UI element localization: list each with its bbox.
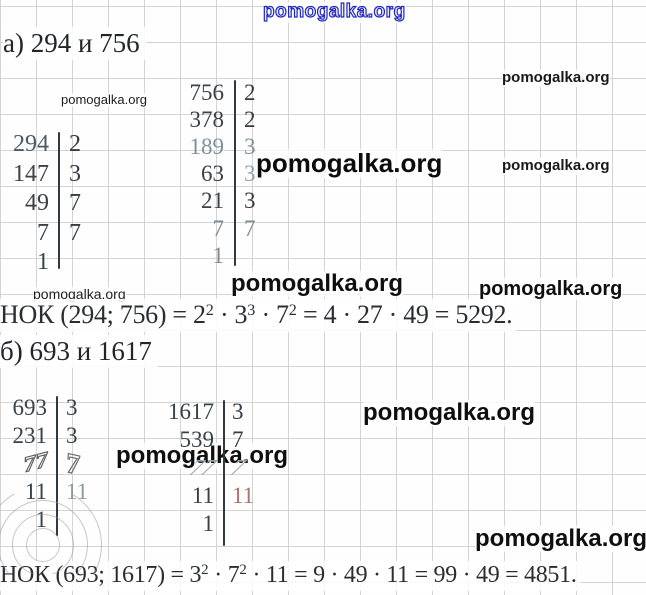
dividend-value: 49 (25, 190, 49, 217)
factorization-table-1617: 1617 3 539 7 77 7 11 11 1 (165, 398, 254, 546)
watermark-text: pomogalka.org (502, 69, 610, 87)
watermark-text: pomogalka.org (116, 442, 289, 470)
dividend-value: 756 (189, 79, 225, 105)
division-bar (56, 396, 59, 536)
table-row: 231 3 (5, 422, 88, 450)
watermark-text: pomogalka.org (502, 157, 610, 175)
table-row: 693 3 (5, 394, 88, 422)
prime-factor-value: 3 (66, 423, 78, 448)
prime-factor-value: 3 (66, 395, 78, 420)
exponent: 3 (247, 302, 256, 319)
watermark-text: pomogalka.org (479, 278, 623, 300)
watermark-text: pomogalka.org (262, 1, 406, 23)
dividend-value: 1 (37, 249, 49, 276)
prime-factor-value: 3 (244, 133, 256, 159)
table-row: 378 2 (177, 106, 256, 133)
exponent: 2 (288, 302, 297, 319)
factorization-table-756: 756 2 378 2 189 3 63 3 21 3 7 7 1 (177, 79, 256, 269)
dividend-value: 7 (37, 219, 49, 246)
section-b-heading: б) 693 и 1617 (0, 335, 158, 368)
prime-factor-value: 2 (69, 131, 81, 158)
prime-factor-value: 3 (69, 160, 81, 187)
prime-factor-value: 7 (69, 219, 81, 246)
division-bar (58, 132, 61, 269)
division-bar (223, 400, 226, 546)
table-row: 77 7 (5, 446, 88, 482)
factorization-table-294: 294 2 147 3 49 7 7 7 1 (8, 130, 81, 278)
watermark-text: pomogalka.org (475, 525, 646, 553)
prime-factor-value: 7 (69, 190, 81, 217)
table-row: 1 (5, 506, 88, 534)
dividend-value: 1 (212, 242, 225, 268)
dividend-value: 693 (12, 395, 48, 420)
table-row: 294 2 (8, 130, 81, 160)
equation-text: · 7 (255, 300, 289, 329)
watermark-text: pomogalka.org (363, 399, 536, 427)
equation-text: = 4 · 27 · 49 = 5292. (296, 300, 513, 329)
dividend-value: 7 (212, 215, 225, 241)
exponent: 2 (201, 562, 209, 578)
equation-text: · 3 (213, 300, 248, 329)
dividend-value: 189 (189, 133, 225, 159)
exponent: 2 (205, 302, 214, 319)
equation-text: · 7 (208, 562, 240, 588)
dividend-value: 231 (12, 423, 48, 448)
dividend-value: 11 (191, 483, 214, 508)
table-row: 756 2 (177, 79, 256, 106)
watermark-text: pomogalka.org (256, 148, 443, 178)
prime-factor-value: 3 (244, 161, 256, 187)
dividend-value: 1 (35, 507, 48, 532)
prime-factor-value: 2 (244, 106, 256, 132)
exponent: 2 (239, 562, 247, 578)
dividend-value: 378 (189, 106, 225, 132)
prime-factor-value: 3 (232, 399, 244, 424)
factorization-table-693: 693 3 231 3 77 7 11 11 1 (5, 394, 88, 536)
prime-factor-value: 7 (64, 447, 81, 482)
table-row: 1 (8, 248, 81, 278)
dividend-value: 539 (179, 427, 215, 452)
dividend-value: 63 (201, 161, 224, 187)
prime-factor-value: 11 (232, 483, 255, 508)
watermark-text: pomogalka.org (231, 270, 404, 298)
prime-factor-value: 7 (232, 427, 244, 452)
table-row: 1 (165, 510, 254, 538)
equation-lcm-a: НОК (294; 756) = 22 · 33 · 72 = 4 · 27 ·… (0, 299, 517, 332)
table-row: 189 3 (177, 133, 256, 160)
equation-text: НОК (294; 756) = 2 (0, 300, 206, 329)
table-row: 1617 3 (165, 398, 254, 426)
table-row: 11 11 (5, 478, 88, 506)
prime-factor-value: 3 (244, 188, 256, 214)
watermark-text: pomogalka.org (61, 92, 147, 108)
prime-factor-value: 7 (244, 215, 256, 241)
table-row: 147 3 (8, 160, 81, 190)
dividend-value: 21 (201, 188, 224, 214)
table-row: 539 7 (165, 426, 254, 454)
prime-factor-value: 11 (66, 479, 89, 504)
dividend-value: 1617 (168, 399, 214, 424)
section-a-heading: а) 294 и 756 (3, 27, 146, 60)
table-row: 1 (177, 242, 256, 269)
prime-factor-value: 2 (244, 79, 256, 105)
division-bar (234, 80, 237, 267)
table-row: 21 3 (177, 188, 256, 215)
table-row: 77 7 (165, 454, 254, 482)
dividend-value: 11 (24, 479, 47, 504)
equation-text: · 11 = 9 · 49 · 11 = 99 · 49 = 4851. (246, 562, 577, 588)
table-row: 11 11 (165, 482, 254, 510)
dividend-value: 294 (13, 131, 49, 158)
dividend-value: 147 (13, 160, 49, 187)
equation-text: НОК (693; 1617) = 3 (0, 562, 202, 588)
equation-lcm-b: НОК (693; 1617) = 32 · 72 · 11 = 9 · 49 … (0, 561, 581, 591)
dividend-value: 1 (202, 511, 215, 536)
table-row: 63 3 (177, 161, 256, 188)
watermark-text: pomogalka.org (33, 286, 126, 303)
table-row: 49 7 (8, 189, 81, 219)
